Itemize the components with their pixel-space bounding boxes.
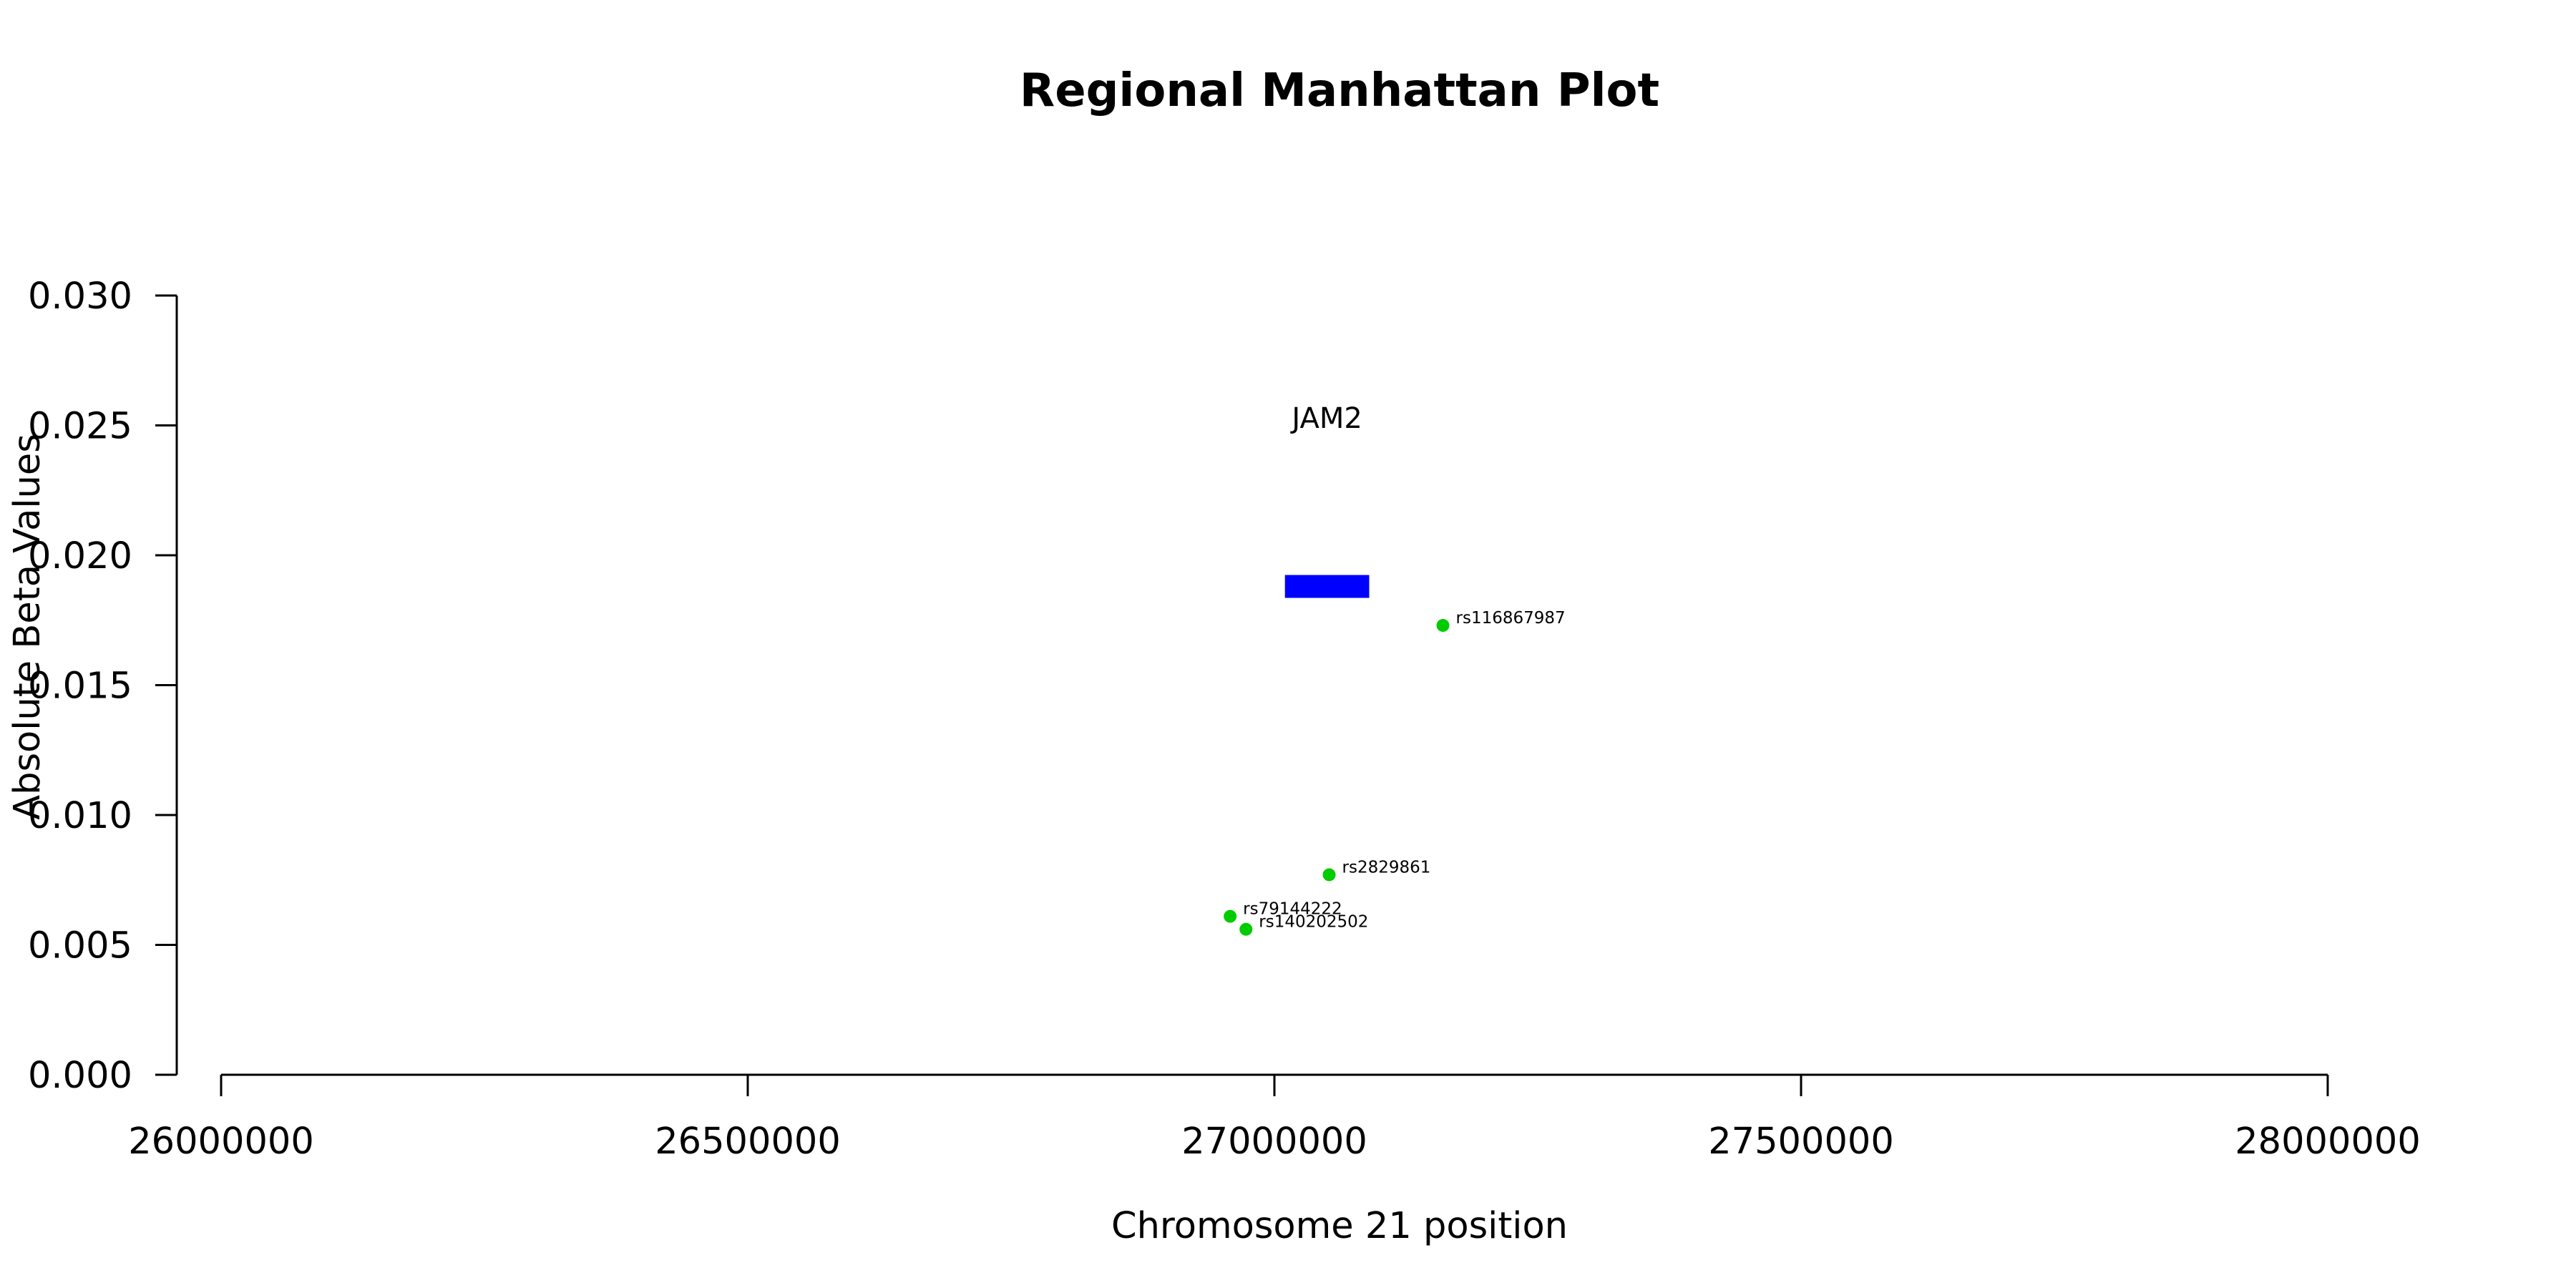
x-tick-label: 27500000 bbox=[1708, 1121, 1894, 1163]
x-axis: 26000000 26500000 27000000 27500000 28000000 bbox=[128, 1073, 2421, 1163]
gene-label: JAM2 bbox=[1289, 402, 1362, 435]
data-point bbox=[1239, 922, 1253, 936]
y-axis-title: Absolute Beta Values bbox=[6, 434, 49, 820]
y-axis: 0.000 0.005 0.010 0.015 0.020 0.025 0.030 bbox=[28, 275, 178, 1097]
data-points: rs116867987 rs2829861 rs79144222rs14020250… bbox=[1224, 609, 1566, 936]
gene-bar bbox=[1284, 575, 1370, 598]
y-tick-label: 0.000 bbox=[28, 1055, 132, 1097]
y-tick-label: 0.010 bbox=[28, 795, 132, 837]
chart-title: Regional Manhattan Plot bbox=[1020, 64, 1659, 117]
y-tick-label: 0.015 bbox=[28, 665, 132, 708]
y-tick-label: 0.030 bbox=[28, 275, 132, 318]
gene-track: JAM2 bbox=[1284, 402, 1370, 598]
data-point bbox=[1224, 909, 1237, 923]
y-tick-label: 0.020 bbox=[28, 535, 132, 577]
x-axis-title: Chromosome 21 position bbox=[1111, 1205, 1568, 1247]
x-tick-label: 27000000 bbox=[1181, 1121, 1367, 1163]
point-label: rs2829861 bbox=[1342, 858, 1431, 877]
x-tick-label: 28000000 bbox=[2235, 1121, 2421, 1163]
point-label: rs140202502 bbox=[1259, 913, 1368, 932]
point-label: rs116867987 bbox=[1456, 609, 1566, 628]
x-tick-label: 26000000 bbox=[128, 1121, 314, 1163]
data-point bbox=[1322, 868, 1336, 882]
y-tick-label: 0.005 bbox=[28, 925, 132, 967]
data-point bbox=[1436, 619, 1450, 633]
point-label: rs79144222 bbox=[1243, 900, 1342, 919]
y-tick-label: 0.025 bbox=[28, 406, 132, 448]
x-tick-label: 26500000 bbox=[655, 1121, 841, 1163]
